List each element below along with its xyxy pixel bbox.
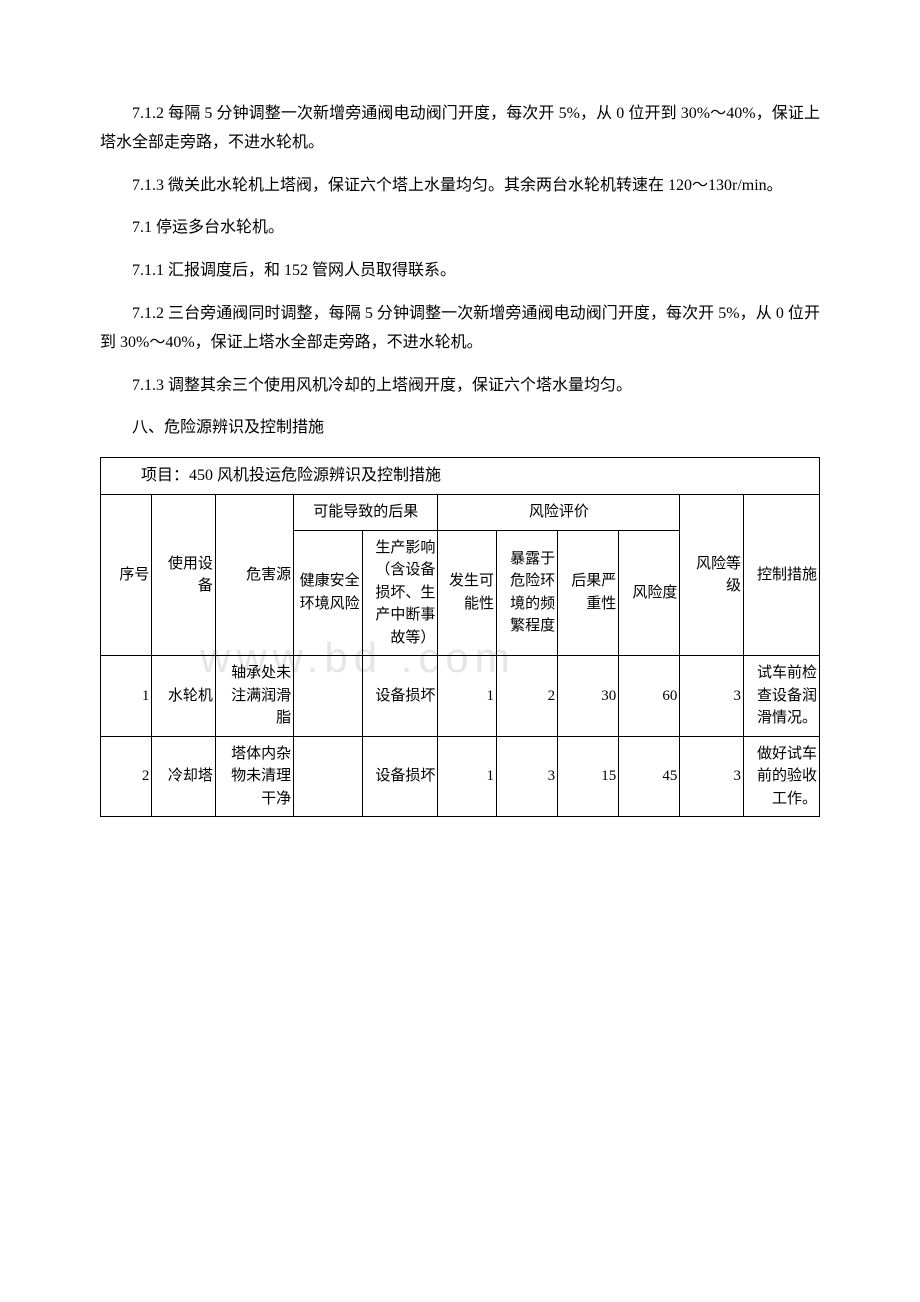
paragraph-7-1-3b: 7.1.3 调整其余三个使用风机冷却的上塔阀开度，保证六个塔水量均匀。 — [100, 372, 820, 401]
table-title: 项目：450 风机投运危险源辨识及控制措施 — [101, 458, 820, 495]
col-control: 控制措施 — [743, 495, 819, 656]
cell-health — [294, 736, 362, 817]
cell-health — [294, 656, 362, 737]
cell-equipment: 冷却塔 — [152, 736, 216, 817]
col-severity: 后果严重性 — [558, 530, 619, 656]
table-header-row-1: 序号 使用设备 危害源 可能导致的后果 风险评价 风险等级 控制措施 — [101, 495, 820, 531]
cell-equipment: 水轮机 — [152, 656, 216, 737]
cell-production: 设备损坏 — [362, 656, 438, 737]
paragraph-7-1-3: 7.1.3 微关此水轮机上塔阀，保证六个塔上水量均匀。其余两台水轮机转速在 12… — [100, 172, 820, 201]
cell-severity: 15 — [558, 736, 619, 817]
table-row: 2 冷却塔 塔体内杂物未清理干净 设备损坏 1 3 15 45 3 做好试车前的… — [101, 736, 820, 817]
cell-seq: 1 — [101, 656, 152, 737]
col-risk-level: 风险等级 — [680, 495, 744, 656]
paragraph-7-1: 7.1 停运多台水轮机。 — [100, 214, 820, 243]
section-8-heading: 八、危险源辨识及控制措施 — [100, 414, 820, 443]
col-production: 生产影响（含设备损坏、生产中断事故等） — [362, 530, 438, 656]
cell-possibility: 1 — [438, 736, 497, 817]
cell-production: 设备损坏 — [362, 736, 438, 817]
col-group-risk-eval: 风险评价 — [438, 495, 680, 531]
col-hazard: 危害源 — [215, 495, 293, 656]
table-row: 1 水轮机 轴承处未注满润滑脂 设备损坏 1 2 30 60 3 试车前检查设备… — [101, 656, 820, 737]
cell-control: 做好试车前的验收工作。 — [743, 736, 819, 817]
table-title-row: 项目：450 风机投运危险源辨识及控制措施 — [101, 458, 820, 495]
cell-risk-level: 3 — [680, 656, 744, 737]
cell-hazard: 轴承处未注满润滑脂 — [215, 656, 293, 737]
col-seq: 序号 — [101, 495, 152, 656]
cell-severity: 30 — [558, 656, 619, 737]
cell-risk-degree: 45 — [619, 736, 680, 817]
col-possibility: 发生可能性 — [438, 530, 497, 656]
cell-exposure: 3 — [497, 736, 558, 817]
col-risk-degree: 风险度 — [619, 530, 680, 656]
cell-risk-level: 3 — [680, 736, 744, 817]
paragraph-7-1-1: 7.1.1 汇报调度后，和 152 管网人员取得联系。 — [100, 257, 820, 286]
col-health: 健康安全环境风险 — [294, 530, 362, 656]
paragraph-7-1-2b: 7.1.2 三台旁通阀同时调整，每隔 5 分钟调整一次新增旁通阀电动阀门开度，每… — [100, 300, 820, 358]
cell-exposure: 2 — [497, 656, 558, 737]
paragraph-7-1-2: 7.1.2 每隔 5 分钟调整一次新增旁通阀电动阀门开度，每次开 5%，从 0 … — [100, 100, 820, 158]
col-group-consequence: 可能导致的后果 — [294, 495, 438, 531]
risk-table: 项目：450 风机投运危险源辨识及控制措施 序号 使用设备 危害源 可能导致的后… — [100, 457, 820, 817]
col-equipment: 使用设备 — [152, 495, 216, 656]
cell-hazard: 塔体内杂物未清理干净 — [215, 736, 293, 817]
cell-seq: 2 — [101, 736, 152, 817]
col-exposure: 暴露于危险环境的频繁程度 — [497, 530, 558, 656]
cell-possibility: 1 — [438, 656, 497, 737]
risk-table-wrap: 项目：450 风机投运危险源辨识及控制措施 序号 使用设备 危害源 可能导致的后… — [100, 457, 820, 817]
cell-control: 试车前检查设备润滑情况。 — [743, 656, 819, 737]
cell-risk-degree: 60 — [619, 656, 680, 737]
